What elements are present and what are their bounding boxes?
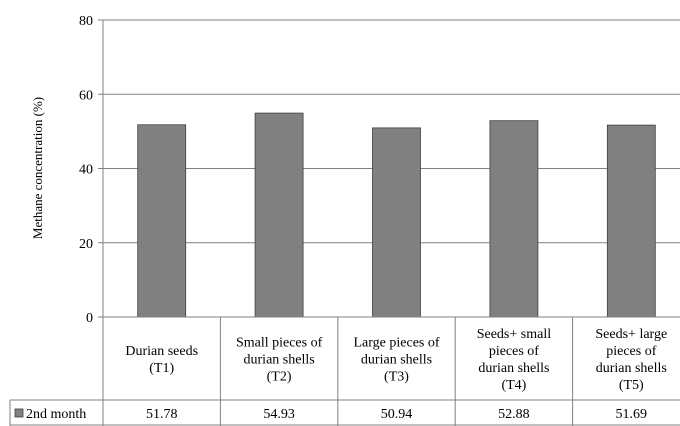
data-table: Durian seeds (T1) Small pieces of durian sh… [9, 316, 680, 426]
category-label-line: (T2) [267, 370, 292, 385]
y-tick-labels: 0 20 40 60 80 [79, 14, 93, 326]
y-tick-label: 0 [86, 311, 93, 326]
category-label: Durian seeds (T1) [125, 344, 198, 376]
legend-key [14, 408, 24, 418]
category-label-line: Durian seeds [125, 344, 198, 359]
category-label-line: durian shells [244, 353, 315, 368]
category-label: Large pieces of durian shells (T3) [353, 336, 439, 385]
category-label-line: durian shells [596, 361, 667, 376]
category-label: Seeds+ large pieces of durian shells (T5) [595, 327, 667, 393]
data-value-label: 54.93 [263, 407, 295, 422]
category-label-line: durian shells [478, 361, 549, 376]
data-value-label: 50.94 [381, 407, 413, 422]
category-label: Small pieces of durian shells (T2) [236, 336, 323, 385]
y-axis-label: Methane concentration (%) [30, 97, 45, 239]
category-label-line: (T1) [149, 361, 174, 376]
series-name: 2nd month [26, 407, 86, 422]
axes [98, 19, 104, 318]
y-tick-label: 20 [79, 237, 93, 252]
bar [254, 112, 304, 318]
y-tick-label: 60 [79, 88, 93, 103]
category-label-line: Small pieces of [236, 336, 323, 351]
bars [137, 112, 656, 318]
bar [137, 124, 187, 318]
data-value-label: 52.88 [498, 407, 530, 422]
category-label-line: Seeds+ small [477, 327, 551, 342]
category-label-line: pieces of [606, 344, 656, 359]
category-label-line: (T5) [619, 378, 644, 393]
data-value-label: 51.69 [616, 407, 648, 422]
category-label-line: pieces of [489, 344, 539, 359]
category-label-line: Seeds+ large [595, 327, 667, 342]
category-label: Seeds+ small pieces of durian shells (T4) [477, 327, 551, 393]
category-label-line: Large pieces of [353, 336, 439, 351]
bar [606, 124, 656, 318]
y-tick-label: 40 [79, 163, 93, 178]
category-label-line: (T3) [384, 370, 409, 385]
y-tick-label: 80 [79, 14, 93, 29]
category-label-line: (T4) [501, 378, 526, 393]
bar [372, 127, 421, 318]
data-value-label: 51.78 [146, 407, 178, 422]
category-label-line: durian shells [361, 353, 432, 368]
bar [489, 120, 539, 318]
